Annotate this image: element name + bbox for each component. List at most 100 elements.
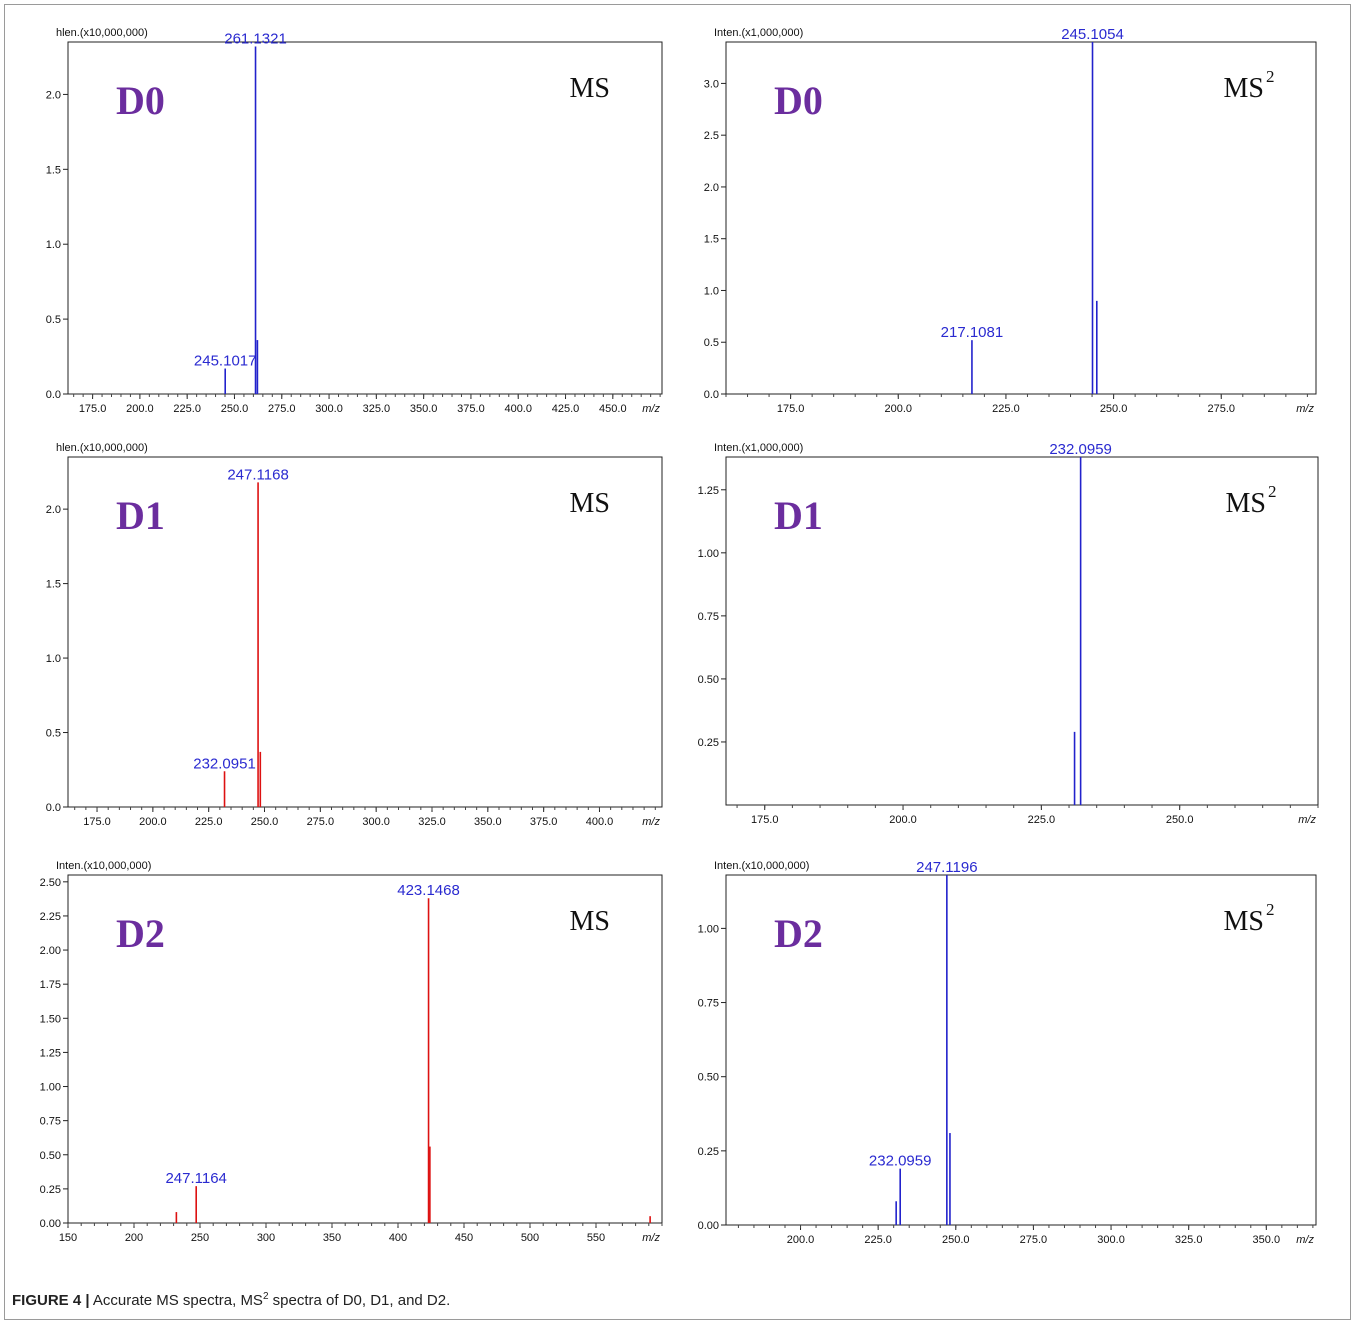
x-tick-label: 300.0 (315, 403, 343, 415)
sample-label: D0 (116, 78, 165, 123)
y-tick-label: 0.50 (698, 1072, 719, 1084)
y-tick-label: 1.50 (40, 1013, 61, 1025)
x-tick-label: 400.0 (586, 816, 614, 828)
x-tick-label: 300 (257, 1232, 275, 1244)
x-tick-label: 250.0 (251, 816, 279, 828)
x-tick-label: 375.0 (457, 403, 485, 415)
y-tick-label: 0.5 (46, 728, 61, 740)
x-tick-label: 325.0 (1175, 1234, 1203, 1246)
y-tick-label: 1.5 (46, 164, 61, 176)
sample-label: D1 (774, 493, 823, 538)
peak-label: 247.1196 (916, 859, 977, 876)
d2-ms-spectrum: Inten.(x10,000,000) 150 200 250 300 350 400 450… (40, 860, 663, 1244)
x-tick-label: 325.0 (418, 816, 446, 828)
y-tick-label: 0.50 (40, 1150, 61, 1162)
x-axis-label: m/z (642, 816, 660, 828)
peak-label: 232.0951 (193, 755, 256, 772)
x-tick-label: 450 (455, 1232, 473, 1244)
x-tick-label: 450.0 (599, 403, 627, 415)
x-tick-label: 250.0 (221, 403, 249, 415)
x-tick-label: 500 (521, 1232, 539, 1244)
sample-label: D0 (774, 78, 823, 123)
x-tick-label: 225.0 (1028, 814, 1056, 826)
y-tick-label: 1.25 (40, 1047, 61, 1059)
sample-label: D2 (774, 911, 823, 956)
x-axis-label: m/z (642, 403, 660, 415)
x-tick-label: 150 (59, 1232, 77, 1244)
x-tick-label: 550 (587, 1232, 605, 1244)
y-tick-label: 0.5 (46, 314, 61, 326)
peak-label: 423.1468 (397, 882, 460, 899)
y-tick-label: 2.0 (46, 504, 61, 516)
y-tick-label: 2.5 (704, 130, 719, 142)
x-tick-label: 225.0 (173, 403, 201, 415)
y-axis-title: Inten.(x1,000,000) (714, 442, 803, 454)
mode-label: MS (570, 73, 610, 104)
y-tick-label: 0.25 (40, 1184, 61, 1196)
mode-label: MS (1226, 488, 1266, 519)
y-tick-label: 2.0 (46, 89, 61, 101)
y-tick-label: 1.5 (46, 579, 61, 591)
x-tick-label: 175.0 (83, 816, 111, 828)
y-tick-label: 0.0 (704, 389, 719, 401)
peak-label: 247.1164 (165, 1170, 226, 1187)
y-tick-label: 0.5 (704, 337, 719, 349)
y-tick-label: 0.50 (698, 674, 719, 686)
caption-text-b: spectra of D0, D1, and D2. (268, 1292, 451, 1309)
x-tick-label: 175.0 (777, 403, 805, 415)
peak-label: 261.1321 (224, 30, 287, 47)
peak-label: 217.1081 (941, 324, 1004, 341)
y-axis-title: hlen.(x10,000,000) (56, 27, 148, 39)
d1-ms-spectrum: hlen.(x10,000,000) 175.0 200.0 225.0 250.0 27… (46, 442, 663, 828)
x-tick-label: 175.0 (79, 403, 107, 415)
y-tick-label: 2.00 (40, 945, 61, 957)
x-tick-label: 200 (125, 1232, 143, 1244)
x-tick-label: 200.0 (884, 403, 912, 415)
y-tick-label: 0.00 (40, 1218, 61, 1230)
x-tick-label: 200.0 (126, 403, 154, 415)
x-tick-label: 400 (389, 1232, 407, 1244)
peak-label: 232.0959 (869, 1153, 932, 1170)
x-axis-label: m/z (1298, 814, 1316, 826)
y-tick-label: 0.25 (698, 1146, 719, 1158)
y-tick-label: 1.0 (704, 285, 719, 297)
panel-d1-ms: hlen.(x10,000,000) 175.0 200.0 225.0 250.0 27… (20, 437, 680, 837)
peak-label: 232.0959 (1049, 441, 1112, 458)
x-tick-label: 275.0 (1207, 403, 1235, 415)
x-tick-label: 225.0 (195, 816, 223, 828)
peak-label: 245.1017 (194, 353, 257, 370)
y-tick-label: 2.50 (40, 877, 61, 889)
y-tick-label: 1.0 (46, 239, 61, 251)
peak-label: 247.1168 (227, 466, 288, 483)
mode-superscript: 2 (1268, 482, 1277, 501)
panel-d0-ms2: Inten.(x1,000,000) 175.0 200.0 225.0 250.0 27… (690, 22, 1340, 422)
x-tick-label: 275.0 (268, 403, 296, 415)
x-tick-label: 200.0 (139, 816, 167, 828)
x-axis-label: m/z (1296, 403, 1314, 415)
y-axis-title: Inten.(x10,000,000) (56, 860, 151, 872)
plot-frame (67, 41, 663, 395)
x-tick-label: 425.0 (552, 403, 580, 415)
y-tick-label: 1.0 (46, 653, 61, 665)
y-tick-label: 2.0 (704, 182, 719, 194)
y-tick-label: 0.75 (698, 611, 719, 623)
y-tick-label: 0.25 (698, 737, 719, 749)
panel-d2-ms2: Inten.(x10,000,000) 200.0 225.0 250.0 275.0 3… (690, 855, 1340, 1255)
x-tick-label: 325.0 (363, 403, 391, 415)
x-tick-label: 175.0 (751, 814, 779, 826)
y-tick-label: 0.0 (46, 802, 61, 814)
panel-d1-ms2: Inten.(x1,000,000) 175.0 200.0 225.0 250.0 m/… (690, 437, 1340, 837)
x-tick-label: 200.0 (889, 814, 917, 826)
x-tick-label: 350.0 (474, 816, 502, 828)
y-tick-label: 0.75 (698, 998, 719, 1010)
y-tick-label: 2.25 (40, 911, 61, 923)
mode-label: MS (1224, 73, 1264, 104)
mode-label: MS (570, 488, 610, 519)
d0-ms2-spectrum: Inten.(x1,000,000) 175.0 200.0 225.0 250.0 27… (704, 26, 1317, 415)
caption-sup: 2 (262, 1291, 269, 1302)
x-tick-label: 250.0 (942, 1234, 970, 1246)
y-tick-label: 1.00 (698, 923, 719, 935)
x-tick-label: 275.0 (307, 816, 335, 828)
x-tick-label: 350.0 (410, 403, 438, 415)
x-tick-label: 400.0 (504, 403, 532, 415)
